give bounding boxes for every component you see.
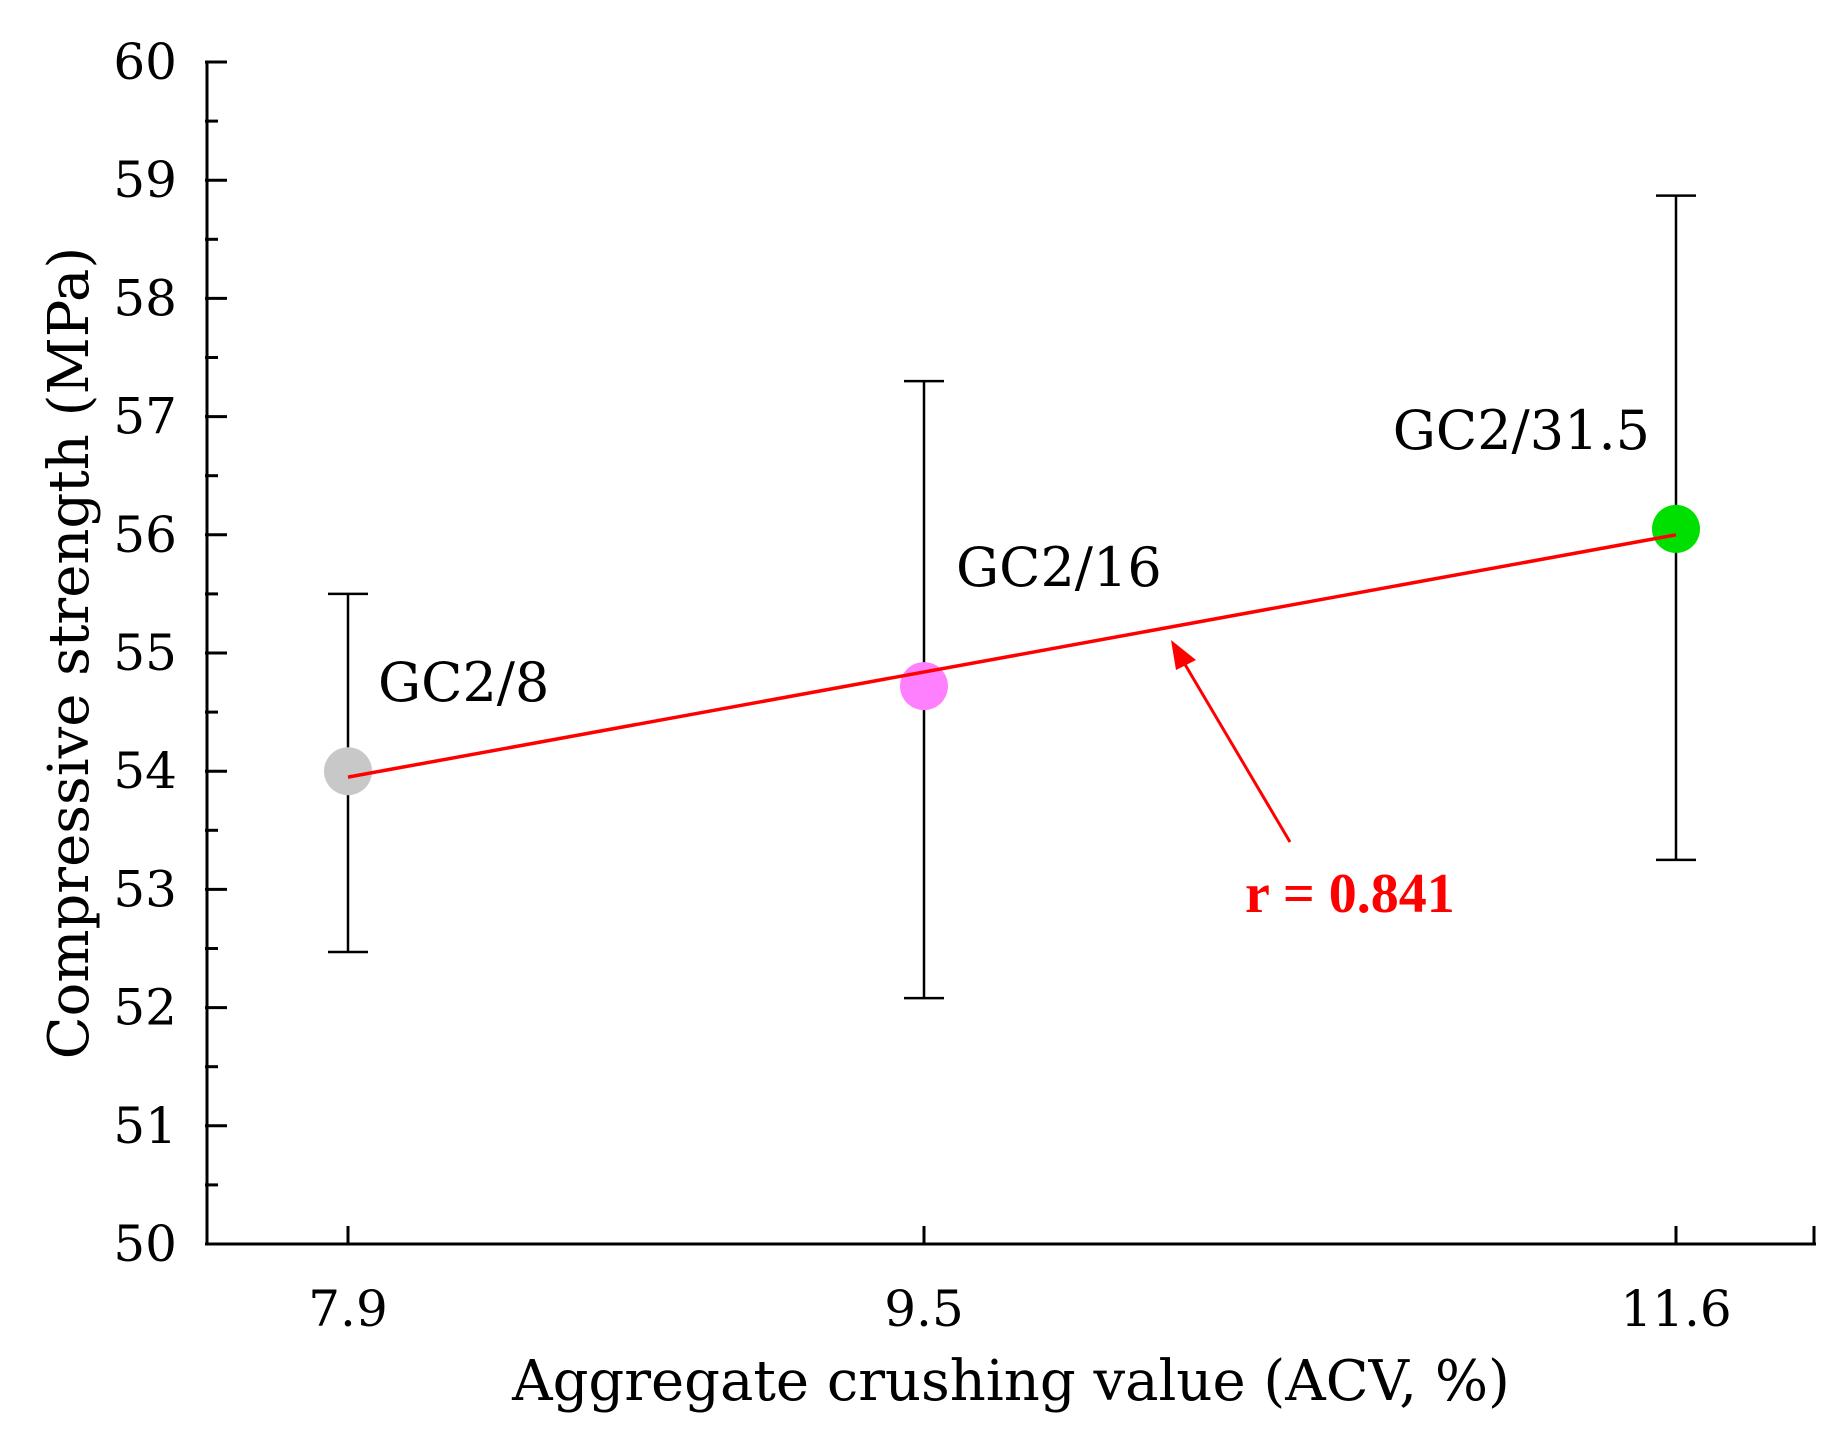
x-axis-title: Aggregate crushing value (ACV, %)	[511, 1349, 1510, 1414]
y-tick-label: 57	[113, 388, 177, 446]
x-ticks: 7.9 9.5 11.6	[308, 1226, 1732, 1338]
data-point-GC2/31.5	[1652, 504, 1700, 553]
data-point-GC2/8	[324, 747, 372, 796]
annotation-group: r = 0.841	[1171, 640, 1455, 925]
y-tick-label: 56	[113, 506, 177, 564]
fit-line	[347, 533, 1677, 779]
y-tick-label: 60	[113, 33, 177, 91]
data-points	[324, 504, 1700, 796]
y-tick-label: 54	[113, 742, 177, 800]
annotation-arrow	[1178, 655, 1292, 843]
y-tick-label: 51	[113, 1097, 177, 1155]
y-axis-title: Compressive strength (MPa)	[37, 247, 102, 1059]
x-tick-label: 11.6	[1620, 1280, 1731, 1338]
annotation-arrow-head	[1171, 640, 1196, 670]
x-tick-label: 7.9	[308, 1280, 388, 1338]
y-tick-label: 55	[113, 624, 177, 682]
x-tick-label: 9.5	[884, 1280, 964, 1338]
point-label-GC2/31.5: GC2/31.5	[1393, 399, 1650, 462]
correlation-annotation: r = 0.841	[1245, 863, 1455, 925]
y-tick-label: 53	[113, 860, 177, 918]
y-tick-label: 52	[113, 979, 177, 1037]
y-tick-label: 50	[113, 1215, 177, 1273]
point-label-GC2/16: GC2/16	[956, 536, 1162, 599]
point-label-GC2/8: GC2/8	[378, 651, 549, 714]
y-ticks: 50 51 52 53 54 55 56 57 58 59 60	[113, 33, 227, 1273]
y-tick-label: 58	[113, 269, 177, 327]
y-tick-label: 59	[113, 151, 177, 209]
fit-line-group	[347, 533, 1677, 779]
point-labels: GC2/8 GC2/16 GC2/31.5	[378, 399, 1650, 714]
